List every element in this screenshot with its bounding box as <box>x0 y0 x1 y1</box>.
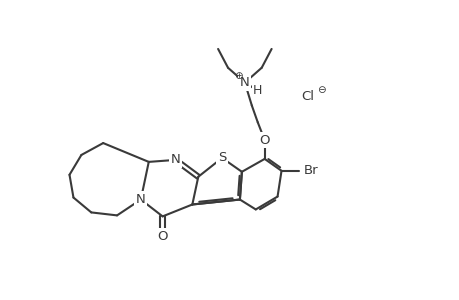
Text: ⊕: ⊕ <box>233 71 242 81</box>
Text: Br: Br <box>302 164 317 177</box>
Text: O: O <box>157 230 168 243</box>
Text: ⊖: ⊖ <box>316 85 325 94</box>
Text: Cl: Cl <box>300 90 313 103</box>
Text: N: N <box>136 193 146 206</box>
Text: H: H <box>252 84 262 97</box>
Text: S: S <box>218 152 226 164</box>
Text: N: N <box>240 76 249 89</box>
Text: N: N <box>170 153 180 167</box>
Text: O: O <box>259 134 269 147</box>
